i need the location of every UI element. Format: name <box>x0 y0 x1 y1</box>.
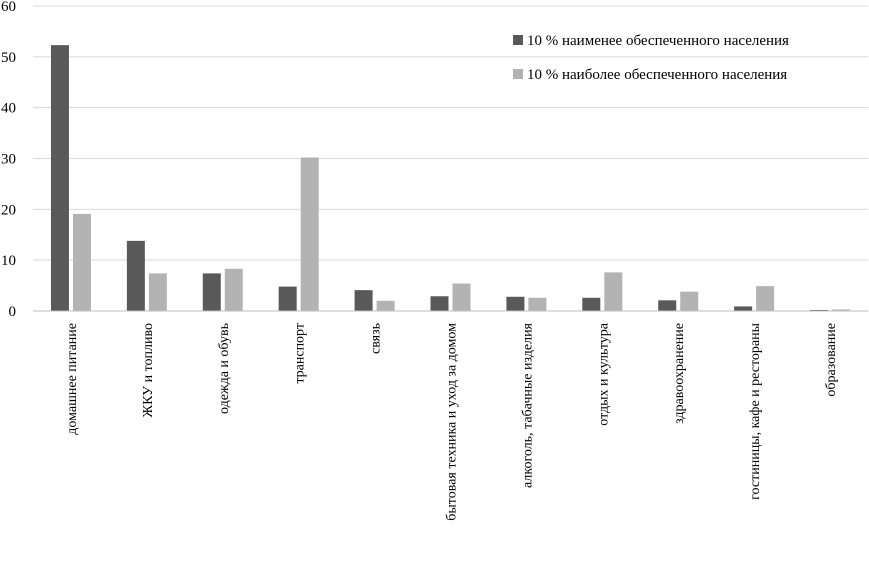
legend: 10 % наименее обеспеченного населения 10… <box>513 33 789 83</box>
bar-series-1-cat-5 <box>452 283 471 311</box>
category-label: одежда и обувь <box>217 323 232 414</box>
y-tick-label: 40 <box>1 101 16 117</box>
bar-series-0-cat-3 <box>278 286 297 311</box>
y-axis-tick-labels: 0 10 20 30 40 50 60 <box>1 0 16 320</box>
legend-swatch-highest-income <box>513 69 523 79</box>
bar-series-1-cat-8 <box>680 291 699 311</box>
bar-series-0-cat-1 <box>126 240 145 311</box>
bar-series-1-cat-7 <box>604 272 623 311</box>
legend-swatch-lowest-income <box>513 35 523 45</box>
bar-series-1-cat-2 <box>224 268 243 311</box>
bar-series-0-cat-7 <box>582 297 601 311</box>
y-tick-label: 0 <box>9 304 17 320</box>
bar-series-0-cat-4 <box>354 290 373 311</box>
bar-series-1-cat-1 <box>148 273 167 311</box>
category-label: здравоохранение <box>672 323 687 424</box>
bar-series-0-cat-2 <box>202 273 221 311</box>
category-label: бытовая техника и уход за домом <box>445 323 460 521</box>
bar-series-1-cat-4 <box>376 300 395 311</box>
category-label: гостиницы, кафе и рестораны <box>748 322 763 499</box>
y-tick-label: 10 <box>1 253 16 269</box>
gridlines <box>33 5 868 261</box>
category-label: транспорт <box>293 323 308 384</box>
bar-series-1-cat-6 <box>528 297 547 311</box>
category-label: ЖКУ и топливо <box>141 323 156 417</box>
bar-series-0-cat-10 <box>810 309 829 311</box>
y-tick-label: 60 <box>1 0 16 15</box>
category-label: образование <box>824 323 839 397</box>
y-tick-label: 30 <box>1 152 16 168</box>
category-label: домашнее питание <box>65 323 80 435</box>
bars <box>50 45 851 312</box>
bar-series-0-cat-6 <box>506 296 525 311</box>
bar-series-1-cat-10 <box>832 309 851 311</box>
bar-series-0-cat-8 <box>658 300 677 311</box>
bar-series-1-cat-0 <box>72 213 91 311</box>
bar-series-0-cat-5 <box>430 296 449 311</box>
bar-series-1-cat-9 <box>756 286 775 311</box>
category-label: связь <box>369 323 384 354</box>
legend-label-lowest-income: 10 % наименее обеспеченного населения <box>527 33 789 49</box>
bar-series-1-cat-3 <box>300 157 319 311</box>
bar-series-0-cat-9 <box>734 306 753 311</box>
category-label: алкоголь, табачные изделия <box>520 322 535 488</box>
bar-series-0-cat-0 <box>50 45 69 312</box>
legend-label-highest-income: 10 % наиболее обеспеченного населения <box>527 67 787 83</box>
category-labels: домашнее питание ЖКУ и топливо одежда и об… <box>65 322 839 520</box>
y-tick-label: 20 <box>1 202 16 218</box>
y-tick-label: 50 <box>1 50 16 66</box>
category-label: отдых и культура <box>596 322 611 426</box>
